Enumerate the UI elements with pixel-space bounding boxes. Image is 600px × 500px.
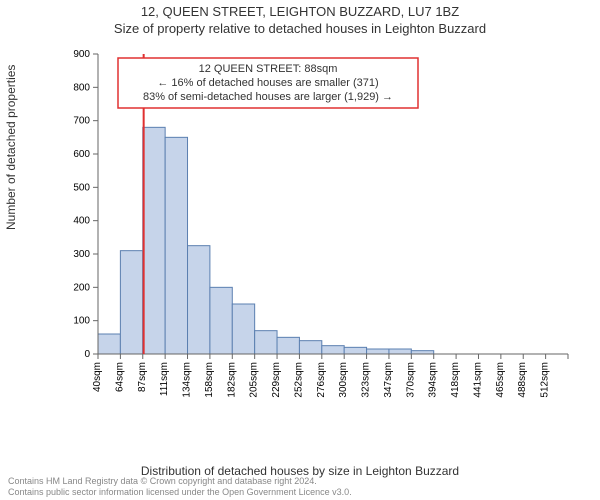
y-axis-label: Number of detached properties	[4, 65, 18, 230]
svg-text:500: 500	[73, 182, 90, 193]
histogram-bar	[165, 137, 187, 354]
svg-text:323sqm: 323sqm	[361, 362, 372, 398]
histogram-bar	[299, 341, 321, 354]
svg-text:205sqm: 205sqm	[249, 362, 260, 398]
histogram-bar	[143, 127, 165, 354]
svg-text:370sqm: 370sqm	[405, 362, 416, 398]
histogram-chart: 0 100 200 300 400 500 600 700 800 900 40sqm 64sqm 87…	[58, 44, 578, 414]
histogram-bar	[210, 287, 232, 354]
histogram-bar	[255, 331, 277, 354]
histogram-bar	[188, 246, 210, 354]
svg-text:229sqm: 229sqm	[271, 362, 282, 398]
svg-text:488sqm: 488sqm	[517, 362, 528, 398]
histogram-bar	[322, 346, 344, 354]
histogram-bar	[344, 347, 366, 354]
svg-text:64sqm: 64sqm	[114, 362, 125, 392]
histogram-bar	[277, 337, 299, 354]
histogram-bar	[98, 334, 120, 354]
svg-text:100: 100	[73, 316, 90, 327]
svg-text:347sqm: 347sqm	[383, 362, 394, 398]
svg-text:134sqm: 134sqm	[182, 362, 193, 398]
histogram-bar	[120, 251, 142, 354]
svg-text:400: 400	[73, 216, 90, 227]
svg-text:300: 300	[73, 249, 90, 260]
svg-text:87sqm: 87sqm	[137, 362, 148, 392]
attribution-footer: Contains HM Land Registry data © Crown c…	[8, 476, 592, 498]
svg-text:700: 700	[73, 116, 90, 127]
svg-text:111sqm: 111sqm	[159, 362, 170, 396]
chart-container: 0 100 200 300 400 500 600 700 800 900 40sqm 64sqm 87…	[58, 44, 578, 414]
svg-text:800: 800	[73, 82, 90, 93]
svg-text:0: 0	[84, 349, 90, 360]
svg-text:300sqm: 300sqm	[338, 362, 349, 398]
page-title-line2: Size of property relative to detached ho…	[0, 21, 600, 36]
svg-text:512sqm: 512sqm	[540, 362, 551, 398]
svg-text:158sqm: 158sqm	[204, 362, 215, 398]
info-box-line: 12 QUEEN STREET: 88sqm	[199, 63, 338, 75]
info-box-line: 83% of semi-detached houses are larger (…	[143, 91, 393, 103]
svg-text:276sqm: 276sqm	[316, 362, 327, 398]
svg-text:200: 200	[73, 282, 90, 293]
svg-text:600: 600	[73, 149, 90, 160]
footer-line-1: Contains HM Land Registry data © Crown c…	[8, 476, 592, 487]
svg-text:441sqm: 441sqm	[472, 362, 483, 398]
svg-text:182sqm: 182sqm	[226, 362, 237, 398]
svg-text:465sqm: 465sqm	[495, 362, 506, 398]
svg-text:40sqm: 40sqm	[92, 362, 103, 392]
histogram-bar	[232, 304, 254, 354]
svg-text:900: 900	[73, 49, 90, 60]
histogram-bar	[367, 349, 389, 354]
svg-text:418sqm: 418sqm	[450, 362, 461, 398]
histogram-bar	[389, 349, 411, 354]
svg-text:394sqm: 394sqm	[428, 362, 439, 398]
page-title-line1: 12, QUEEN STREET, LEIGHTON BUZZARD, LU7 …	[0, 4, 600, 19]
footer-line-2: Contains public sector information licen…	[8, 487, 592, 498]
svg-text:252sqm: 252sqm	[293, 362, 304, 398]
info-box-line: ← 16% of detached houses are smaller (37…	[157, 77, 378, 89]
